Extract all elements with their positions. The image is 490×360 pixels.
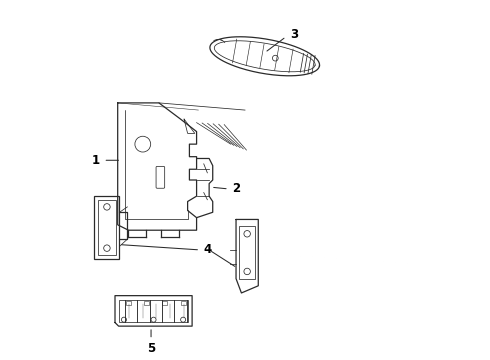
Bar bbox=[163, 301, 168, 305]
Bar bbox=[126, 301, 131, 305]
Bar bbox=[239, 226, 255, 279]
Bar bbox=[95, 196, 120, 259]
Text: 4: 4 bbox=[204, 243, 212, 256]
Text: 2: 2 bbox=[232, 183, 241, 195]
Bar bbox=[98, 200, 116, 255]
Text: 5: 5 bbox=[147, 342, 155, 355]
Bar bbox=[181, 301, 186, 305]
Bar bbox=[144, 301, 149, 305]
Bar bbox=[119, 300, 188, 322]
Text: 3: 3 bbox=[290, 28, 298, 41]
Text: 1: 1 bbox=[92, 154, 100, 167]
